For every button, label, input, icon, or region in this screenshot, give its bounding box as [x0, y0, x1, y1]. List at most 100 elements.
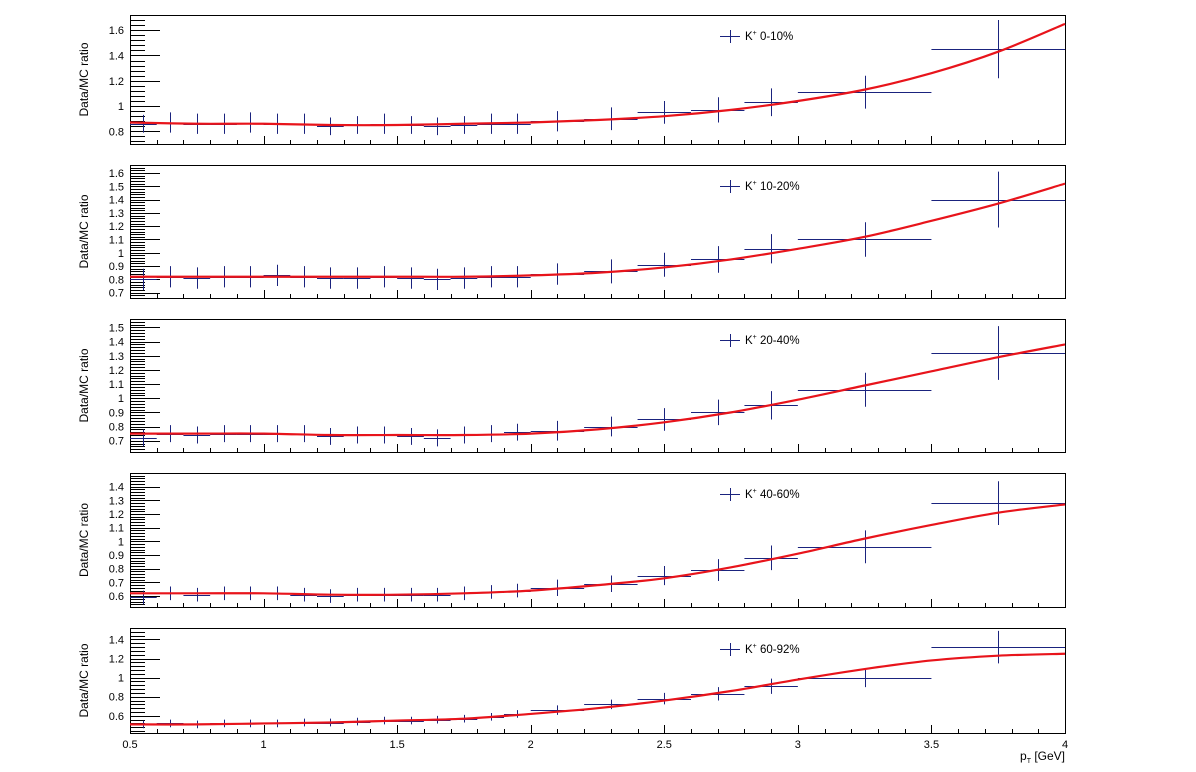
- plot-frame: [130, 628, 1066, 734]
- data-point: [797, 530, 932, 564]
- panel-4: 0.6 0.70.8 0.9 11.1 1.2 1.31.4 Data/MC ratio K+…: [77, 473, 1066, 608]
- plot-frame: [130, 473, 1066, 608]
- data-point: [317, 427, 344, 445]
- y-tick-label: 0.6: [109, 591, 124, 603]
- x-tick-label: 2.5: [657, 739, 672, 751]
- y-tick-label: 1.6: [109, 168, 124, 180]
- legend-particle: K: [745, 644, 753, 656]
- y-tick-label: 1.1: [109, 379, 124, 391]
- data-point: [183, 426, 211, 444]
- y-tick-label: 1.5: [109, 181, 124, 193]
- data-point: [423, 268, 451, 291]
- legend: K+ 10-20%: [720, 180, 800, 193]
- legend-particle: K: [745, 335, 753, 347]
- y-axis-title: Data/MC ratio: [77, 42, 91, 116]
- panel-2: 0.7 0.80.91 1.11.21.31.4 1.51.6 Data/MC rati…: [77, 165, 1066, 300]
- x-title-sub: T: [1027, 758, 1032, 765]
- data-point: [130, 429, 157, 447]
- data-point: [236, 112, 264, 133]
- panel-3: 0.7 0.8 0.9 1 1.1 1.2 1.3 1.4 1.5 Data/MC ratio K+…: [77, 319, 1066, 453]
- legend-marker: [720, 30, 740, 43]
- data-point: [797, 222, 932, 257]
- data-point: [263, 264, 291, 287]
- y-tick-label: 1.3: [109, 495, 124, 507]
- y-tick-label: 0.7: [109, 436, 124, 448]
- legend-particle: K: [745, 489, 753, 501]
- data-point: [450, 267, 478, 289]
- y-tick-label: 1: [118, 536, 124, 548]
- y-tick-label: 0.9: [109, 550, 124, 562]
- plot-frame: [130, 15, 1066, 145]
- y-tick-label: 1.1: [109, 523, 124, 535]
- legend-centrality: 10-20%: [757, 181, 800, 193]
- panel-1: 0.8 1 1.2 1.4 1.6 Data/MC ratio K+ 0-10%: [77, 15, 1066, 145]
- y-tick-label: 0.8: [109, 126, 124, 138]
- legend: K+ 60-92%: [720, 643, 800, 656]
- y-tick-label: 1: [118, 393, 124, 405]
- legend-centrality: 0-10%: [757, 31, 793, 43]
- fit-curve: [129, 22, 1066, 127]
- data-point: [931, 630, 1065, 664]
- x-tick-label: 4: [1062, 739, 1068, 751]
- data-point: [931, 481, 1065, 525]
- x-tick-label: 2: [528, 739, 534, 751]
- panel-5: 0.6 0.8 1 1.2 1.4 Data/MC ratio K+ 60-92% 0.5 1 1…: [77, 628, 1068, 765]
- legend-label: K+ 10-20%: [745, 180, 800, 193]
- x-title-unit: [GeV]: [1031, 749, 1065, 763]
- y-tick-label: 1.6: [109, 25, 124, 37]
- data-point: [423, 117, 451, 136]
- y-tick-label: 1.4: [109, 195, 124, 207]
- y-tick-label: 1: [118, 673, 124, 685]
- y-axis-title: Data/MC ratio: [77, 194, 91, 268]
- y-tick-label: 1.2: [109, 509, 124, 521]
- data-point: [931, 171, 1065, 228]
- legend-label: K+ 20-40%: [745, 334, 800, 347]
- legend-charge: +: [753, 488, 757, 495]
- fit-curve: [130, 182, 1066, 278]
- data-point: [637, 101, 691, 124]
- legend-charge: +: [753, 30, 757, 37]
- x-tick-label: 0.5: [122, 739, 137, 751]
- plot-frame: [130, 165, 1066, 299]
- data-point: [317, 117, 344, 136]
- legend-label: K+ 40-60%: [745, 488, 800, 501]
- data-point: [397, 267, 424, 289]
- data-point: [931, 20, 1065, 79]
- x-tick-label: 1.5: [389, 739, 404, 751]
- data-point: [317, 589, 344, 603]
- legend-charge: +: [753, 334, 757, 341]
- data-point: [183, 267, 211, 289]
- plot-frame: [130, 319, 1066, 453]
- y-tick-label: 0.6: [109, 711, 124, 723]
- y-tick-label: 0.9: [109, 261, 124, 273]
- y-tick-label: 0.8: [109, 274, 124, 286]
- y-tick-label: 1: [118, 248, 124, 260]
- legend: K+ 0-10%: [720, 30, 793, 43]
- legend-label: K+ 0-10%: [745, 30, 793, 43]
- legend-charge: +: [753, 180, 757, 187]
- y-tick-label: 1.2: [109, 654, 124, 666]
- data-point: [343, 267, 371, 289]
- y-tick-label: 0.7: [109, 577, 124, 589]
- x-title-main: p: [1020, 749, 1027, 763]
- data-point: [397, 427, 424, 445]
- y-axis-title: Data/MC ratio: [77, 643, 91, 717]
- y-tick-label: 1.4: [109, 50, 124, 62]
- data-point: [450, 116, 478, 134]
- legend-particle: K: [745, 31, 753, 43]
- data-point: [744, 545, 798, 571]
- y-tick-label: 1.1: [109, 234, 124, 246]
- data-point: [317, 267, 344, 289]
- x-tick-label: 3.5: [924, 739, 939, 751]
- y-tick-label: 1.2: [109, 221, 124, 233]
- legend-centrality: 60-92%: [757, 644, 800, 656]
- legend: K+ 20-40%: [720, 334, 800, 347]
- data-point: [931, 326, 1065, 380]
- legend-marker: [720, 334, 740, 347]
- y-tick-label: 1.4: [109, 482, 124, 494]
- legend-charge: +: [753, 643, 757, 650]
- x-tick-label: 3: [795, 739, 801, 751]
- data-point: [504, 423, 531, 441]
- y-axis-title: Data/MC ratio: [77, 503, 91, 577]
- y-tick-label: 1.3: [109, 351, 124, 363]
